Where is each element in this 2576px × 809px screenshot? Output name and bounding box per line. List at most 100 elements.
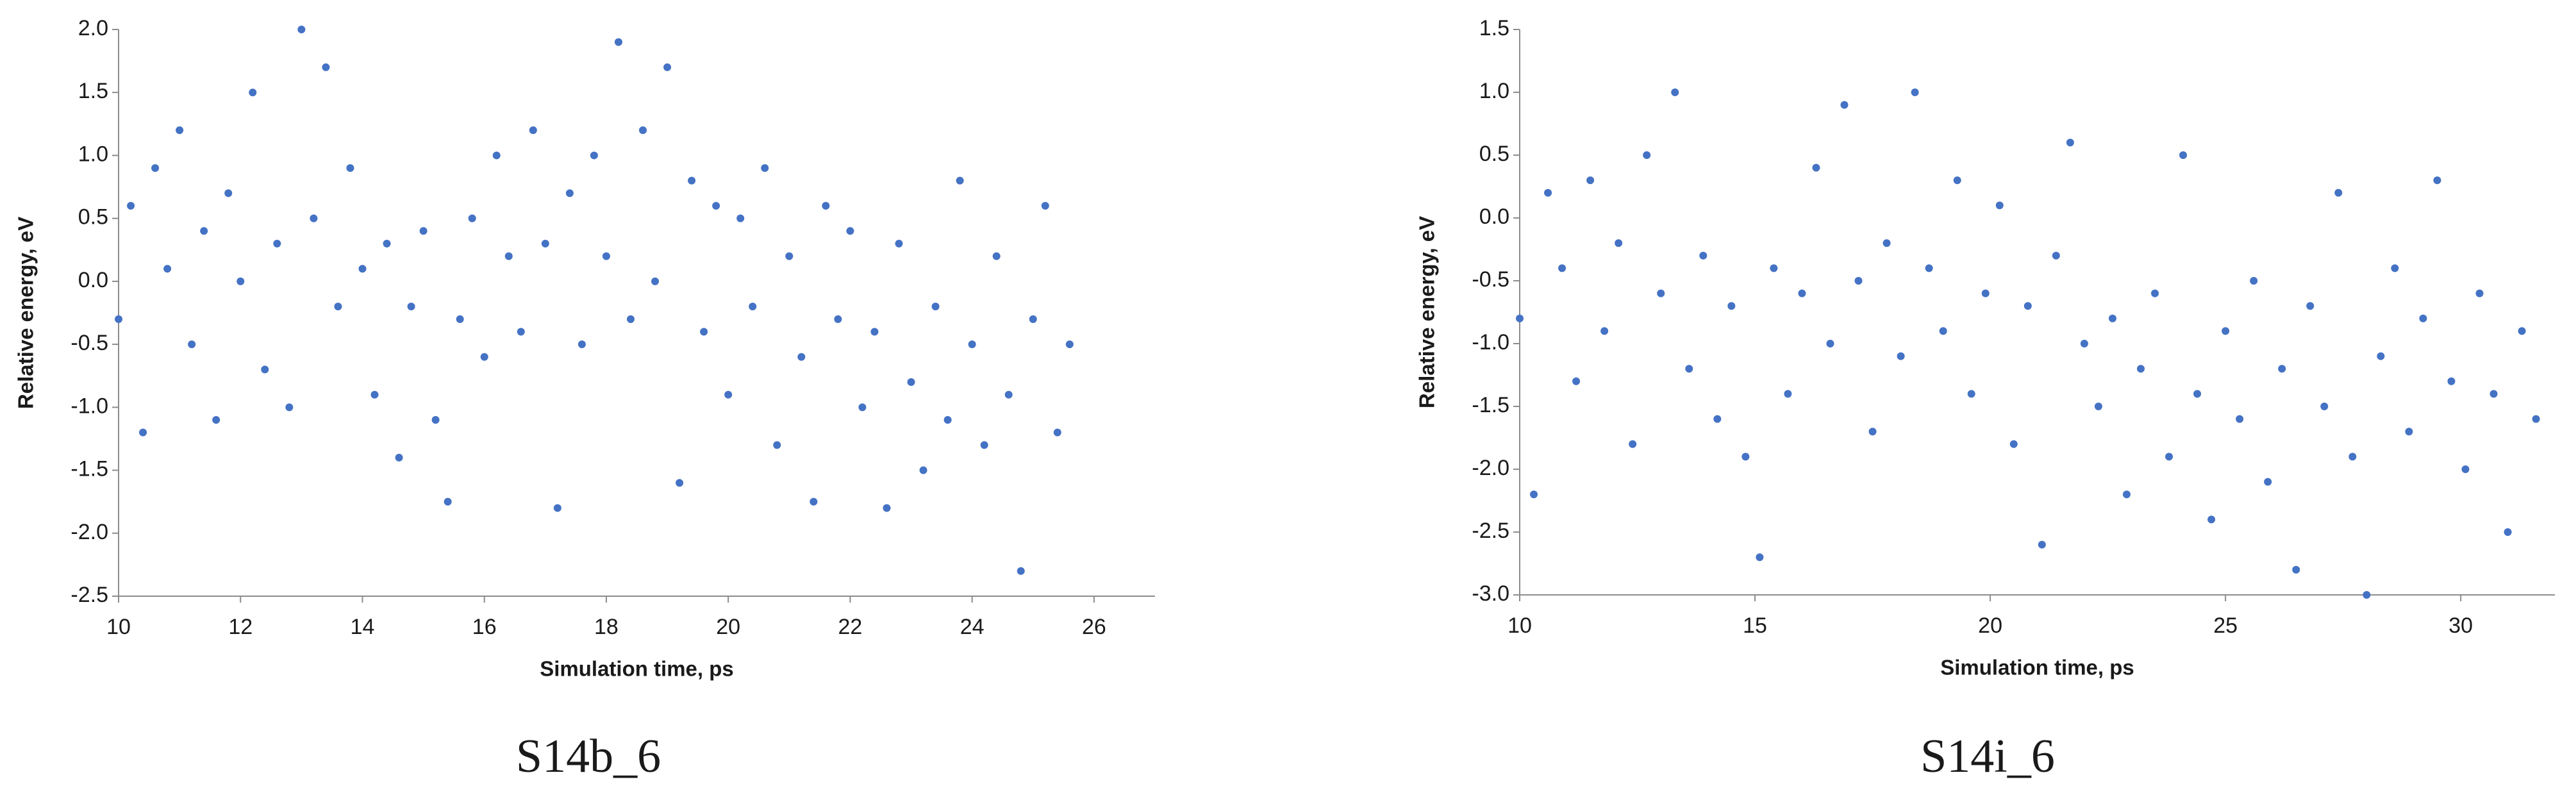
data-point [1586,176,1595,185]
data-point [407,303,415,311]
data-point [883,504,891,512]
data-point [822,202,830,210]
data-point [2193,390,2202,398]
data-point [334,303,342,311]
data-point [797,353,806,361]
y-tick-label: 2.0 [78,16,108,40]
y-tick-label: 0.0 [78,268,108,292]
data-point [1798,289,1806,297]
data-point [602,252,610,260]
data-point [261,365,269,374]
x-tick-label: 12 [228,615,253,639]
data-point [870,328,879,336]
data-point [1981,289,1990,297]
data-point [310,214,318,222]
y-tick-label: 1.5 [78,79,108,103]
data-point [395,453,403,462]
y-tick-label: -1.5 [71,457,108,481]
data-point [115,315,122,323]
data-point [2236,415,2244,423]
data-point [931,303,940,311]
data-point [1671,88,1679,96]
x-axis-title: Simulation time, ps [540,657,734,681]
data-point [2122,490,2131,499]
data-point [2278,365,2286,373]
data-point [1741,453,1750,461]
y-tick-label: -2.5 [1472,519,1509,543]
x-tick-label: 20 [716,615,740,639]
data-point [980,441,988,449]
data-point [444,497,452,506]
y-tick-label: -2.5 [71,583,108,607]
data-point [565,189,574,197]
x-tick-label: 10 [1508,613,1532,638]
chart-caption: S14i_6 [1920,730,2055,783]
data-point [2363,591,2371,599]
data-point [2292,565,2300,574]
data-point [1995,201,2004,210]
chart-panel: -3.0 -2.5 -2.0 -1.5 -1.0 -0.5 0.0 0.5 1.0 1.5 10 15… [1415,16,2555,783]
data-point [1041,202,1049,210]
data-point [2489,390,2498,398]
data-point [1812,163,1820,172]
data-point [956,176,964,185]
data-point [212,415,220,424]
data-point [2419,314,2427,322]
data-point [468,214,476,222]
data-point [1053,428,1061,437]
data-point [700,328,708,336]
data-point [1699,251,1708,260]
data-point [273,239,281,247]
data-point [529,126,537,135]
y-tick-label: -1.0 [1472,330,1509,354]
data-point [1558,264,1566,272]
x-tick-label: 24 [960,615,985,639]
data-point [651,277,660,285]
data-point [943,415,952,424]
data-point [907,378,915,387]
x-tick-label: 16 [472,615,497,639]
x-tick-label: 25 [2213,613,2238,638]
data-point [1925,264,1933,272]
data-point [1065,340,1074,349]
data-point [2165,453,2173,461]
data-point [1600,327,1609,335]
data-point [176,126,184,135]
x-tick-label: 15 [1743,613,1767,638]
data-point [2504,528,2512,536]
data-point [2306,302,2314,310]
data-point [1911,88,1919,96]
data-point [2179,151,2188,159]
data-point [358,265,367,273]
data-point [1967,390,1975,398]
data-point [834,315,842,323]
data-point [2405,428,2413,436]
data-point [785,252,794,260]
data-point [2250,277,2258,285]
data-point [846,227,854,235]
data-point [895,239,903,247]
chart-caption: S14b_6 [516,730,661,783]
data-point [2461,465,2470,473]
data-point [1756,553,1764,562]
data-point [590,151,598,160]
data-point [1840,101,1849,109]
data-point [614,38,622,46]
y-tick-label: -0.5 [1472,267,1509,292]
data-point [2391,264,2399,272]
data-point [1784,390,1792,398]
data-point [127,202,135,210]
data-point [297,26,306,33]
y-tick-label: 0.5 [1479,142,1509,166]
data-point [992,252,1001,260]
data-point [139,428,147,437]
data-point [724,390,733,399]
data-point [858,403,867,412]
data-point [1657,289,1665,297]
data-point [1029,315,1037,323]
data-point [188,340,196,349]
y-tick-label: -2.0 [1472,456,1509,480]
x-tick-label: 18 [594,615,619,639]
y-tick-label: -1.0 [71,394,108,418]
